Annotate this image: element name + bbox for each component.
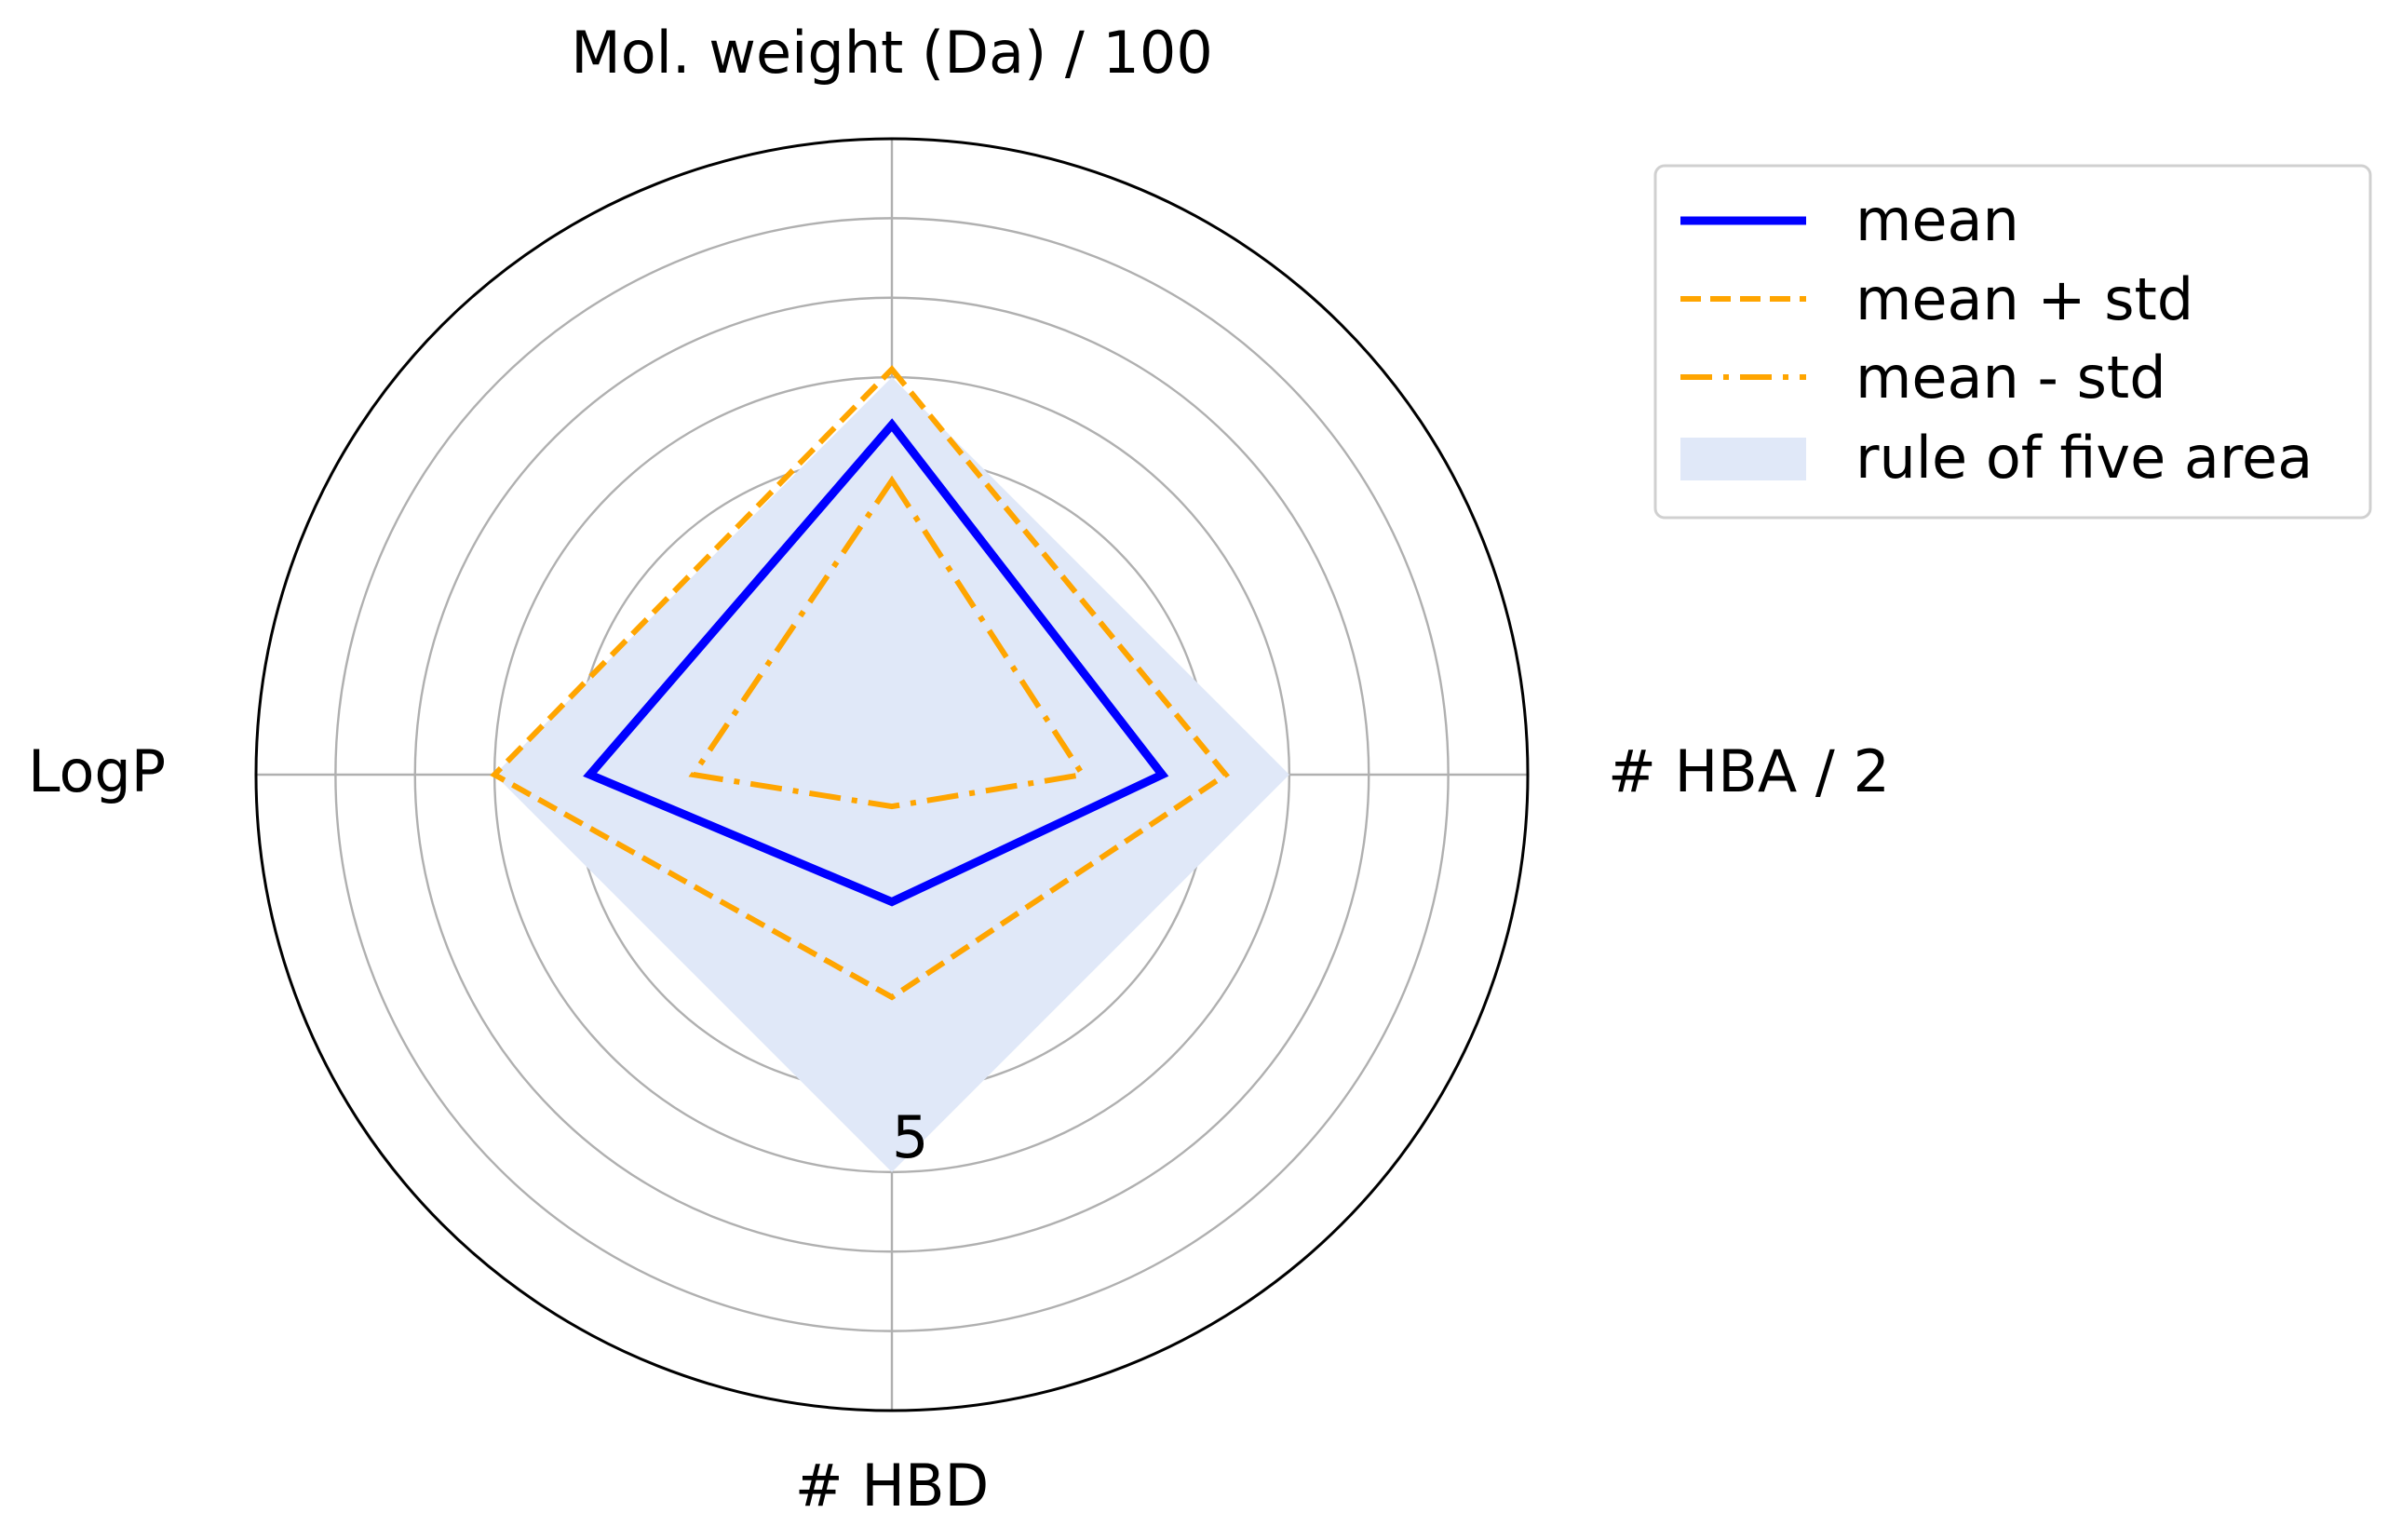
axis-labels: Mol. weight (Da) / 100 # HBA / 2 # HBD L… bbox=[28, 19, 1890, 1520]
legend-frame bbox=[1653, 164, 2372, 520]
legend-swatch-rule-of-five bbox=[1680, 438, 1806, 480]
axis-label-hbd: # HBD bbox=[795, 1452, 990, 1520]
legend-label-mean-minus-std: mean - std bbox=[1855, 344, 2166, 412]
radial-tick-label: 5 bbox=[892, 1103, 928, 1171]
legend: mean mean + std mean - std rule of five … bbox=[1653, 164, 2372, 520]
polar-frame bbox=[254, 137, 1530, 1412]
axis-label-mol-weight: Mol. weight (Da) / 100 bbox=[571, 19, 1213, 87]
series-mean-minus-std bbox=[688, 475, 1087, 810]
series-rule-of-five-area bbox=[494, 377, 1289, 1172]
legend-label-mean: mean bbox=[1855, 186, 2019, 254]
axis-label-hba: # HBA / 2 bbox=[1608, 737, 1890, 805]
legend-label-mean-plus-std: mean + std bbox=[1855, 265, 2193, 333]
legend-label-rule-of-five: rule of five area bbox=[1855, 424, 2313, 492]
series-mean bbox=[583, 418, 1169, 907]
axis-label-logp: LogP bbox=[28, 737, 166, 805]
series-layer bbox=[490, 365, 1231, 1001]
series-mean-plus-std bbox=[490, 365, 1231, 1001]
rule-of-five-area-layer bbox=[494, 377, 1289, 1172]
